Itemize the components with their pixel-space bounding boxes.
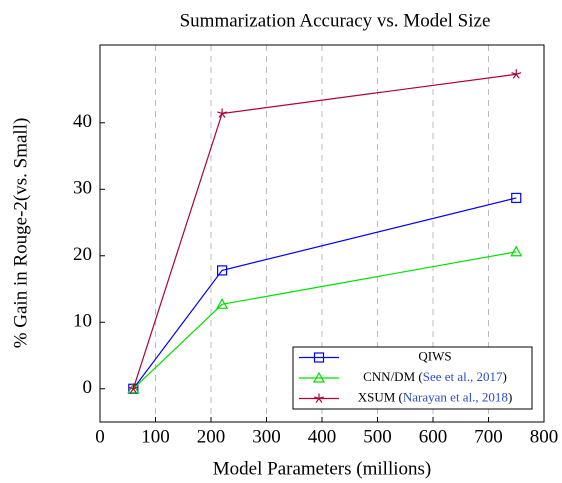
plot-frame [99, 44, 545, 423]
marker [216, 298, 229, 309]
marker [128, 383, 139, 394]
marker [510, 245, 523, 257]
y-tick-label: 20 [73, 244, 92, 265]
legend-label: XSUM (Narayan et al., 2018) [358, 389, 513, 404]
x-tick-label: 600 [419, 426, 448, 447]
x-tick-label: 400 [308, 426, 337, 447]
series-line [132, 197, 517, 390]
x-tick-label: 200 [197, 426, 226, 447]
legend-marker [314, 393, 324, 403]
x-axis-label: Model Parameters (millions) [213, 458, 431, 479]
y-tick-label: 40 [73, 111, 92, 132]
series-line [132, 251, 517, 390]
x-tick-label: 500 [363, 426, 392, 447]
legend-label: QIWS [418, 348, 451, 363]
y-tick-label: 10 [73, 311, 92, 332]
y-tick-label: 0 [83, 377, 93, 398]
x-tick-label: 700 [474, 426, 503, 447]
legend-marker [312, 371, 326, 383]
y-axis-label: % Gain in Rouge-2(vs. Small) [10, 118, 31, 349]
legend-marker [313, 352, 325, 363]
series-line [132, 73, 517, 389]
x-tick-label: 100 [141, 426, 170, 447]
marker [217, 265, 228, 276]
chart-title: Summarization Accuracy vs. Model Size [180, 10, 491, 31]
marker [511, 69, 522, 79]
x-tick-label: 0 [95, 426, 105, 447]
marker [217, 108, 228, 118]
legend-label: CNN/DM (See et al., 2017) [363, 369, 507, 384]
y-tick-label: 30 [73, 178, 92, 199]
x-tick-label: 800 [530, 426, 559, 447]
marker [511, 192, 522, 204]
x-tick-label: 300 [252, 426, 281, 447]
